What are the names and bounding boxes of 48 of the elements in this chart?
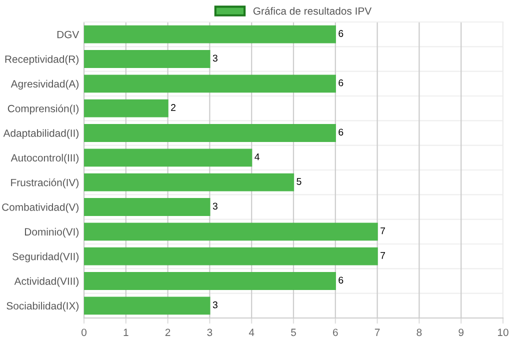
y-tick-label: Combatividad(V) bbox=[2, 203, 78, 213]
bar bbox=[84, 50, 210, 68]
data-label: 4 bbox=[254, 153, 260, 160]
x-tick-label: 2 bbox=[165, 328, 170, 336]
x-tick-label: 10 bbox=[498, 328, 508, 336]
y-tick-label: Comprensión(I) bbox=[8, 104, 78, 114]
data-label: 6 bbox=[338, 30, 344, 37]
y-tick-label: Actividad(VIII) bbox=[14, 277, 78, 287]
bar bbox=[84, 198, 210, 216]
x-tick-label: 8 bbox=[416, 328, 422, 336]
data-label: 6 bbox=[338, 276, 344, 284]
y-tick-label: Sociabilidad(IX) bbox=[6, 302, 78, 312]
data-label: 3 bbox=[212, 301, 218, 308]
data-label: 3 bbox=[212, 54, 218, 62]
x-tick-label: 0 bbox=[82, 328, 86, 336]
x-tick-label: 7 bbox=[374, 328, 380, 336]
y-tick-label: Agresividad(A) bbox=[10, 80, 78, 90]
data-label: 3 bbox=[212, 202, 218, 210]
legend-label: Gráfica de resultados IPV bbox=[253, 6, 372, 15]
bar bbox=[84, 247, 378, 266]
y-tick-label: DGV bbox=[57, 30, 80, 38]
x-tick-label: 6 bbox=[333, 328, 338, 336]
x-tick-label: 5 bbox=[291, 328, 296, 336]
y-tick-label: Dominio(VI) bbox=[25, 228, 78, 238]
y-tick-label: Adaptabilidad(II) bbox=[3, 129, 78, 139]
y-tick-label: Autocontrol(III) bbox=[10, 154, 78, 164]
data-label: 5 bbox=[296, 178, 302, 185]
x-tick-label: 4 bbox=[248, 328, 254, 336]
bar bbox=[84, 173, 294, 192]
data-label: 6 bbox=[338, 79, 344, 86]
bar bbox=[84, 148, 252, 167]
bar bbox=[84, 124, 336, 142]
y-tick-label: Frustración(IV) bbox=[11, 178, 78, 188]
data-label: 2 bbox=[171, 104, 176, 111]
x-tick-label: 1 bbox=[124, 328, 128, 336]
data-label: 7 bbox=[380, 252, 385, 259]
y-tick-label: Receptividad(R) bbox=[5, 55, 78, 65]
bar bbox=[84, 296, 210, 315]
x-tick-label: 9 bbox=[458, 328, 464, 336]
data-label: 6 bbox=[338, 128, 344, 136]
bar bbox=[84, 74, 336, 93]
bar bbox=[84, 272, 336, 290]
data-label: 7 bbox=[380, 227, 385, 234]
bar bbox=[84, 25, 336, 44]
y-tick-label: Seguridad(VII) bbox=[12, 252, 78, 262]
bar bbox=[84, 99, 168, 118]
x-tick-label: 3 bbox=[207, 328, 212, 336]
bar bbox=[84, 222, 378, 241]
